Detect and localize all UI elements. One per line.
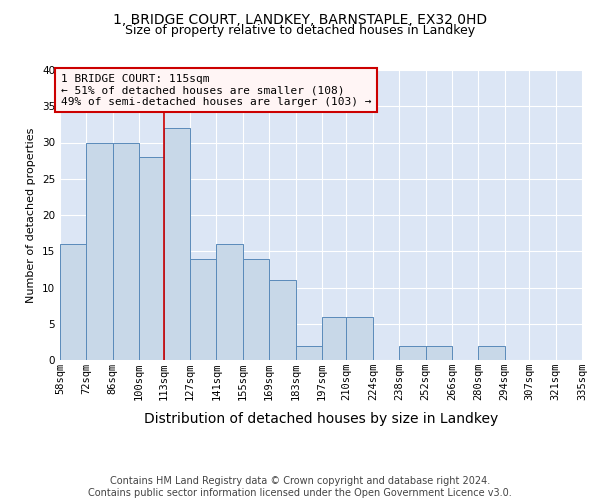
Bar <box>346 316 373 360</box>
Text: Contains HM Land Registry data © Crown copyright and database right 2024.
Contai: Contains HM Land Registry data © Crown c… <box>88 476 512 498</box>
Text: Size of property relative to detached houses in Landkey: Size of property relative to detached ho… <box>125 24 475 37</box>
Bar <box>269 280 296 360</box>
Bar <box>190 258 217 360</box>
Bar <box>113 142 139 360</box>
Bar <box>86 142 113 360</box>
Bar <box>399 346 425 360</box>
Text: Distribution of detached houses by size in Landkey: Distribution of detached houses by size … <box>144 412 498 426</box>
Bar <box>60 244 86 360</box>
Bar <box>478 346 505 360</box>
Text: 1, BRIDGE COURT, LANDKEY, BARNSTAPLE, EX32 0HD: 1, BRIDGE COURT, LANDKEY, BARNSTAPLE, EX… <box>113 12 487 26</box>
Bar <box>425 346 452 360</box>
Bar <box>217 244 243 360</box>
Y-axis label: Number of detached properties: Number of detached properties <box>26 128 37 302</box>
Bar <box>322 316 346 360</box>
Bar <box>164 128 190 360</box>
Bar <box>296 346 322 360</box>
Bar <box>243 258 269 360</box>
Text: 1 BRIDGE COURT: 115sqm
← 51% of detached houses are smaller (108)
49% of semi-de: 1 BRIDGE COURT: 115sqm ← 51% of detached… <box>61 74 371 107</box>
Bar <box>139 157 164 360</box>
